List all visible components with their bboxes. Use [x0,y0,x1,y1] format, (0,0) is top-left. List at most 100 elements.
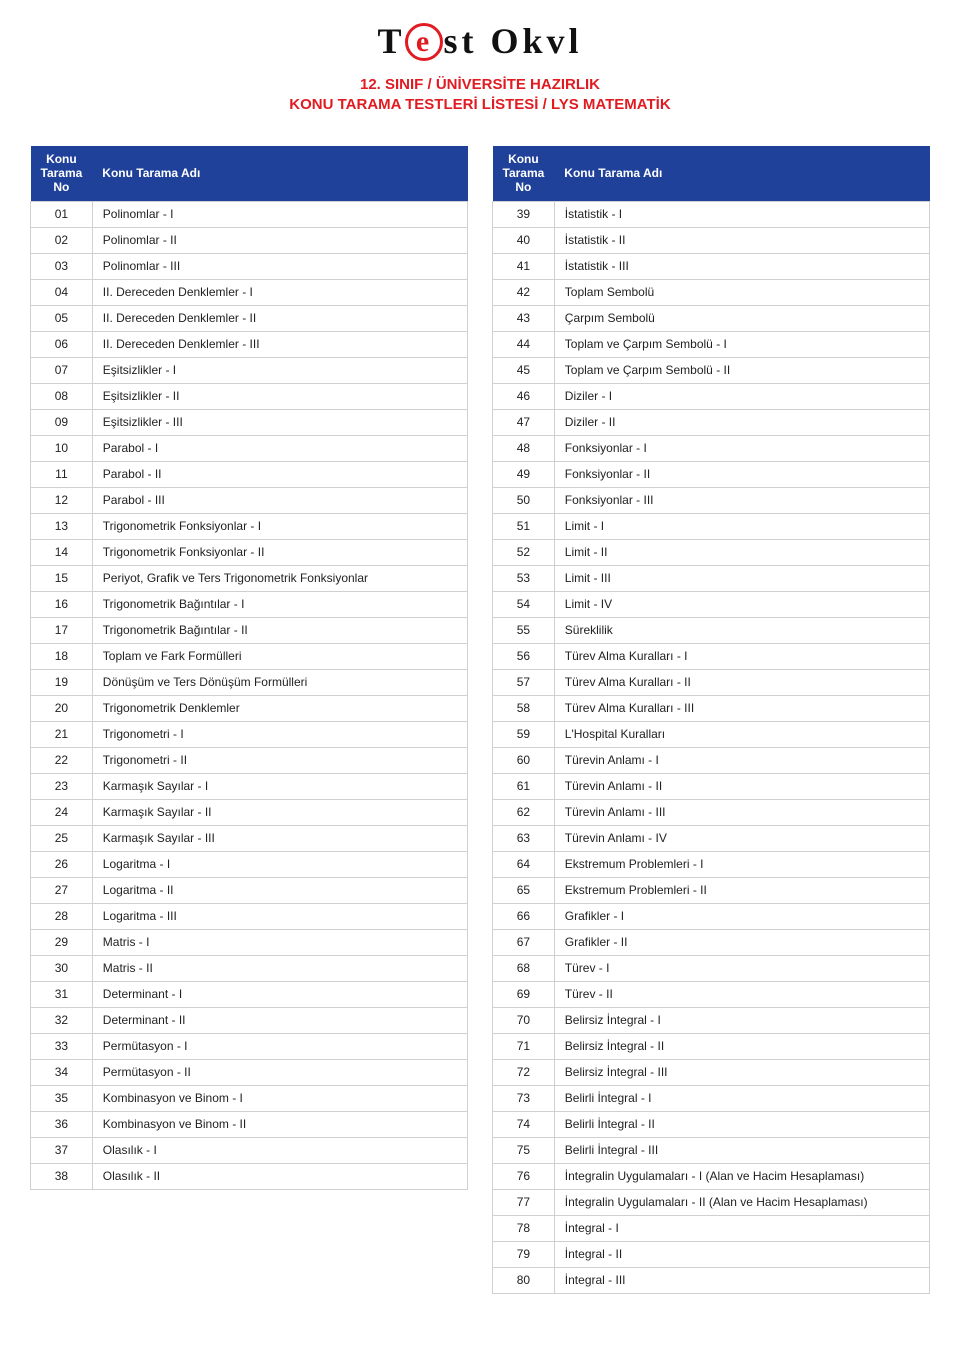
topic-no: 21 [31,721,93,747]
topic-name: Karmaşık Sayılar - I [92,773,467,799]
table-row: 03Polinomlar - III [31,253,468,279]
topic-no: 07 [31,357,93,383]
topic-no: 10 [31,435,93,461]
topic-name: Trigonometri - I [92,721,467,747]
topic-name: Olasılık - II [92,1163,467,1189]
topic-name: Fonksiyonlar - II [554,461,929,487]
table-row: 17Trigonometrik Bağıntılar - II [31,617,468,643]
table-row: 67Grafikler - II [493,929,930,955]
topic-no: 36 [31,1111,93,1137]
table-row: 06II. Dereceden Denklemler - III [31,331,468,357]
table-row: 16Trigonometrik Bağıntılar - I [31,591,468,617]
right-column: Konu Tarama No Konu Tarama Adı 39İstatis… [492,146,930,1294]
table-row: 71Belirsiz İntegral - II [493,1033,930,1059]
topic-name: Determinant - II [92,1007,467,1033]
topic-name: Parabol - I [92,435,467,461]
table-row: 55Süreklilik [493,617,930,643]
table-row: 29Matris - I [31,929,468,955]
heading-line-1: 12. SINIF / ÜNİVERSİTE HAZIRLIK [30,75,930,95]
topic-no: 32 [31,1007,93,1033]
topic-no: 33 [31,1033,93,1059]
topic-no: 45 [493,357,555,383]
topic-name: Logaritma - I [92,851,467,877]
table-row: 69Türev - II [493,981,930,1007]
topic-no: 24 [31,799,93,825]
table-row: 01Polinomlar - I [31,201,468,227]
table-row: 74Belirli İntegral - II [493,1111,930,1137]
topic-name: İntegralin Uygulamaları - II (Alan ve Ha… [554,1189,929,1215]
table-row: 43Çarpım Sembolü [493,305,930,331]
topic-no: 44 [493,331,555,357]
table-row: 64Ekstremum Problemleri - I [493,851,930,877]
table-row: 02Polinomlar - II [31,227,468,253]
topic-name: Trigonometrik Denklemler [92,695,467,721]
topic-name: Diziler - II [554,409,929,435]
table-row: 50Fonksiyonlar - III [493,487,930,513]
topic-no: 01 [31,201,93,227]
topic-name: Trigonometrik Bağıntılar - II [92,617,467,643]
topic-name: Türev - I [554,955,929,981]
table-row: 15Periyot, Grafik ve Ters Trigonometrik … [31,565,468,591]
topic-name: Permütasyon - I [92,1033,467,1059]
topic-name: İntegral - III [554,1267,929,1293]
topic-name: Eşitsizlikler - III [92,409,467,435]
topic-no: 64 [493,851,555,877]
table-row: 05II. Dereceden Denklemler - II [31,305,468,331]
table-row: 33Permütasyon - I [31,1033,468,1059]
table-row: 60Türevin Anlamı - I [493,747,930,773]
topic-no: 11 [31,461,93,487]
topic-name: Logaritma - II [92,877,467,903]
topic-no: 49 [493,461,555,487]
topic-name: Polinomlar - I [92,201,467,227]
topic-name: Toplam ve Fark Formülleri [92,643,467,669]
table-row: 23Karmaşık Sayılar - I [31,773,468,799]
topic-no: 09 [31,409,93,435]
topic-no: 60 [493,747,555,773]
topic-no: 52 [493,539,555,565]
topic-no: 25 [31,825,93,851]
topic-name: Grafikler - II [554,929,929,955]
topic-no: 73 [493,1085,555,1111]
topic-name: Toplam ve Çarpım Sembolü - I [554,331,929,357]
topic-no: 42 [493,279,555,305]
topic-name: Eşitsizlikler - I [92,357,467,383]
topic-no: 39 [493,201,555,227]
topic-no: 79 [493,1241,555,1267]
table-row: 68Türev - I [493,955,930,981]
table-row: 61Türevin Anlamı - II [493,773,930,799]
topic-name: Türevin Anlamı - I [554,747,929,773]
topic-name: Trigonometrik Bağıntılar - I [92,591,467,617]
table-row: 07Eşitsizlikler - I [31,357,468,383]
topic-no: 28 [31,903,93,929]
topic-no: 68 [493,955,555,981]
topic-no: 61 [493,773,555,799]
table-row: 76İntegralin Uygulamaları - I (Alan ve H… [493,1163,930,1189]
topic-name: Türevin Anlamı - II [554,773,929,799]
topic-name: Belirsiz İntegral - I [554,1007,929,1033]
table-row: 77İntegralin Uygulamaları - II (Alan ve … [493,1189,930,1215]
topic-name: Matris - II [92,955,467,981]
topic-no: 76 [493,1163,555,1189]
table-row: 80İntegral - III [493,1267,930,1293]
topic-name: Limit - IV [554,591,929,617]
topic-no: 35 [31,1085,93,1111]
table-row: 21Trigonometri - I [31,721,468,747]
table-row: 66Grafikler - I [493,903,930,929]
topic-name: Permütasyon - II [92,1059,467,1085]
topic-no: 75 [493,1137,555,1163]
topic-no: 46 [493,383,555,409]
topic-no: 30 [31,955,93,981]
topic-name: Polinomlar - III [92,253,467,279]
page-heading: 12. SINIF / ÜNİVERSİTE HAZIRLIK KONU TAR… [30,75,930,116]
topic-name: İstatistik - I [554,201,929,227]
topic-name: Trigonometrik Fonksiyonlar - I [92,513,467,539]
table-row: 75Belirli İntegral - III [493,1137,930,1163]
table-row: 28Logaritma - III [31,903,468,929]
topic-no: 26 [31,851,93,877]
topic-table-left: Konu Tarama No Konu Tarama Adı 01Polinom… [30,146,468,1190]
table-row: 08Eşitsizlikler - II [31,383,468,409]
topic-no: 48 [493,435,555,461]
topic-no: 17 [31,617,93,643]
table-row: 04II. Dereceden Denklemler - I [31,279,468,305]
topic-name: Süreklilik [554,617,929,643]
